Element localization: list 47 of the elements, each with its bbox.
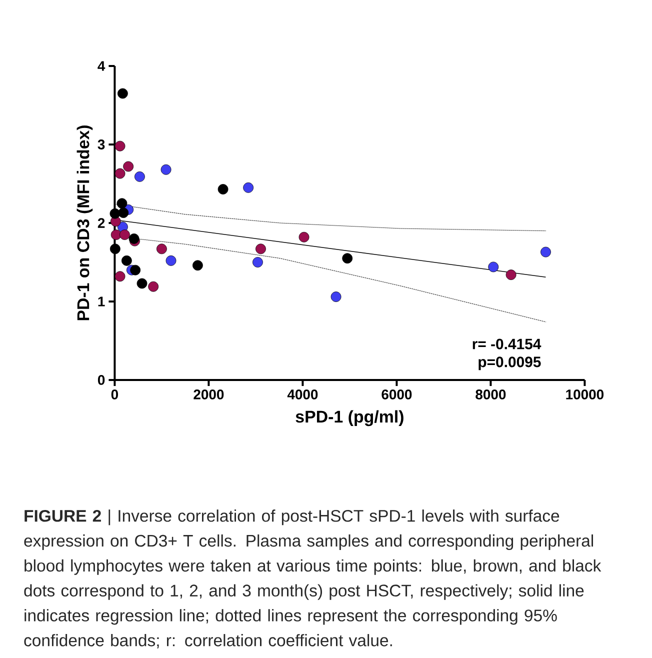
annotation: p=0.0095 [478, 356, 541, 370]
point [114, 271, 126, 282]
point [243, 182, 254, 193]
y-tick-label: 2 [98, 218, 105, 228]
point [342, 253, 353, 264]
point [298, 232, 310, 242]
point [252, 257, 263, 268]
y-tick-label: 0 [98, 375, 105, 385]
annotation: r= -0.4154 [472, 338, 542, 350]
x-tick-label: 0 [111, 390, 118, 400]
point [128, 233, 140, 244]
point [116, 198, 128, 209]
point [110, 244, 120, 254]
point [134, 171, 145, 182]
point [123, 161, 134, 172]
point [110, 230, 122, 240]
x-axis-title: sPD-1 (pg/ml) [296, 410, 404, 426]
x-tick-label: 2000 [194, 390, 224, 400]
y-tick-label: 1 [98, 296, 105, 306]
point [117, 88, 128, 99]
point [160, 164, 172, 175]
x-tick-label: 8000 [476, 390, 506, 400]
point [330, 292, 342, 302]
point [136, 278, 148, 289]
point [110, 208, 120, 219]
text: FIGURE 2 | Inverse correlation of post-HSCT sPD-1 levels with surface expression on CD3+ T cells. Plasma samples and corresponding peripheral blood lymphocytes were taken at various time points: blue, brown, and black dots correspond to 1, 2, and 3 month(s) post HSCT, respectively; solid line indicates regression line; dotted lines represent the corresponding 95% confidence bands; r: correlation coefficient value. [24, 510, 602, 648]
point [148, 281, 159, 292]
point [118, 208, 129, 218]
point [256, 244, 266, 254]
point [506, 270, 516, 280]
x-tick-label: 6000 [382, 390, 412, 400]
point [166, 255, 176, 266]
y-tick-label: 3 [98, 140, 105, 150]
point [114, 168, 126, 179]
point [121, 255, 132, 266]
point [120, 230, 130, 240]
y-tick-label: 4 [98, 61, 106, 71]
point [540, 246, 551, 258]
point [192, 260, 203, 271]
y-axis-title: PD-1 on CD3 (MFI index) [76, 126, 93, 320]
point [488, 262, 499, 272]
point [156, 244, 167, 254]
point [114, 140, 126, 152]
point [218, 184, 228, 194]
x-tick-label: 4000 [287, 390, 318, 400]
point [130, 264, 141, 276]
x-tick-label: 10000 [566, 390, 604, 400]
